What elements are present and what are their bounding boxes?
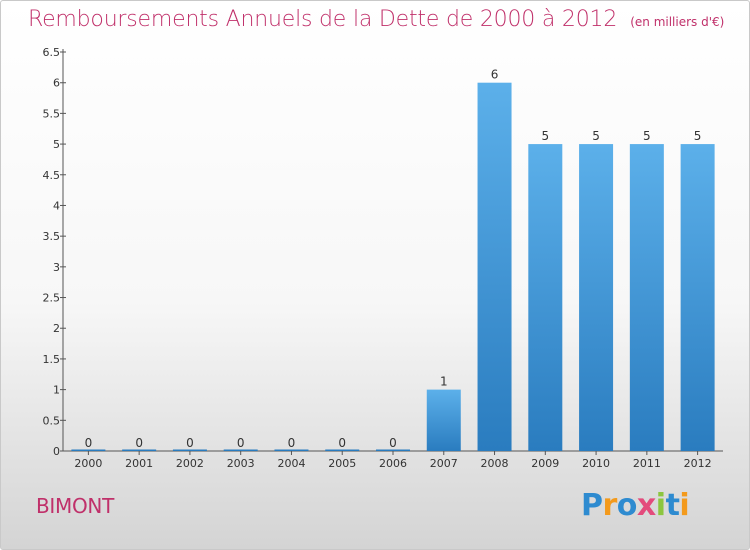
y-tick-label: 0 bbox=[53, 445, 60, 458]
x-tick-label: 2002 bbox=[176, 457, 204, 470]
x-tick-label: 2011 bbox=[633, 457, 661, 470]
x-tick-label: 2010 bbox=[582, 457, 610, 470]
bar-value-label: 5 bbox=[694, 129, 702, 143]
bar bbox=[376, 449, 410, 451]
y-tick-label: 1 bbox=[53, 384, 60, 397]
bar bbox=[477, 82, 512, 451]
chart-subtitle: (en milliers d'€) bbox=[630, 15, 725, 29]
x-tick-label: 2005 bbox=[328, 457, 356, 470]
chart-title: Remboursements Annuels de la Dette de 20… bbox=[28, 7, 618, 32]
x-tick-label: 2012 bbox=[684, 457, 712, 470]
bar-value-label: 0 bbox=[186, 436, 194, 450]
bar bbox=[172, 449, 207, 451]
bar-value-label: 1 bbox=[440, 375, 448, 389]
y-tick-label: 2.5 bbox=[43, 292, 61, 305]
proxiti-logo: Proxiti bbox=[581, 488, 690, 523]
logo-letter: r bbox=[602, 488, 618, 523]
chart-title-block: Remboursements Annuels de la Dette de 20… bbox=[28, 7, 724, 32]
y-tick-label: 4.5 bbox=[43, 169, 61, 182]
x-tick-label: 2007 bbox=[430, 457, 458, 470]
y-tick-label: 6 bbox=[53, 77, 60, 90]
y-tick-label: 3.5 bbox=[43, 230, 61, 243]
bar-value-label: 0 bbox=[135, 436, 143, 450]
y-tick-label: 2 bbox=[53, 322, 60, 335]
bar bbox=[71, 449, 106, 451]
bar bbox=[274, 449, 309, 451]
logo-letter: o bbox=[616, 488, 638, 523]
logo-letter: i bbox=[679, 488, 690, 523]
x-tick-label: 2004 bbox=[277, 457, 305, 470]
y-tick-label: 4 bbox=[53, 199, 60, 212]
logo-letter: t bbox=[665, 488, 680, 523]
bar bbox=[122, 449, 157, 451]
x-tick-label: 2000 bbox=[74, 457, 102, 470]
bar bbox=[223, 449, 258, 451]
y-tick-label: 1.5 bbox=[43, 353, 61, 366]
x-tick-label: 2009 bbox=[531, 457, 559, 470]
bar-value-label: 0 bbox=[85, 436, 93, 450]
bar bbox=[426, 389, 461, 451]
commune-name: BIMONT bbox=[36, 494, 114, 518]
y-tick-label: 0.5 bbox=[43, 414, 61, 427]
bar bbox=[680, 144, 715, 452]
x-tick-label: 2003 bbox=[227, 457, 255, 470]
logo-letter: P bbox=[581, 488, 603, 523]
y-tick-label: 5 bbox=[53, 138, 60, 151]
bar bbox=[528, 144, 563, 452]
x-tick-label: 2001 bbox=[125, 457, 153, 470]
bar bbox=[579, 144, 614, 452]
logo-letter: x bbox=[636, 488, 656, 523]
bar-value-label: 0 bbox=[288, 436, 296, 450]
bar-value-label: 0 bbox=[237, 436, 245, 450]
bar-value-label: 5 bbox=[541, 129, 549, 143]
bar-value-label: 0 bbox=[389, 436, 397, 450]
y-tick-label: 5.5 bbox=[43, 107, 61, 120]
y-tick-label: 6.5 bbox=[43, 46, 61, 59]
y-tick-label: 3 bbox=[53, 261, 60, 274]
bar-value-label: 0 bbox=[338, 436, 346, 450]
bar-value-label: 5 bbox=[592, 129, 600, 143]
x-tick-label: 2006 bbox=[379, 457, 407, 470]
bar bbox=[325, 449, 360, 451]
bar bbox=[629, 144, 664, 452]
x-tick-label: 2008 bbox=[481, 457, 509, 470]
bar-value-label: 5 bbox=[643, 129, 651, 143]
bar-value-label: 6 bbox=[491, 68, 499, 82]
logo-letter: i bbox=[655, 488, 666, 523]
